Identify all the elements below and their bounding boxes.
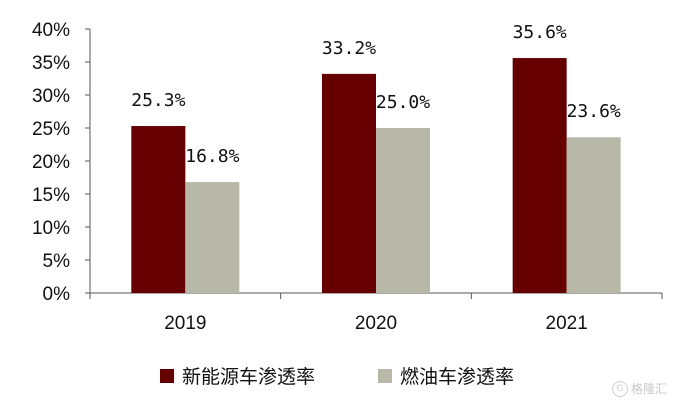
data-label: 25.0%: [376, 92, 430, 113]
bar-fuel-2020: [376, 128, 430, 293]
y-tick-label: 0%: [43, 284, 71, 305]
x-tick-label: 2020: [355, 313, 397, 334]
watermark: G 格隆汇: [611, 380, 667, 397]
y-tick-label: 10%: [32, 218, 70, 239]
y-tick-label: 15%: [32, 185, 70, 206]
x-tick-label: 2021: [546, 313, 588, 334]
data-label: 33.2%: [322, 38, 376, 59]
y-tick-label: 40%: [32, 20, 70, 41]
data-label: 23.6%: [567, 101, 621, 122]
bar-nev-2019: [131, 126, 186, 294]
bar-nev-2020: [322, 73, 376, 293]
legend-swatch: [160, 369, 174, 383]
y-tick-label: 30%: [32, 86, 70, 107]
data-label: 25.3%: [131, 90, 185, 111]
legend-label: 燃油车渗透率: [400, 366, 514, 388]
watermark-text: 格隆汇: [630, 382, 667, 396]
y-tick-label: 5%: [43, 251, 71, 272]
data-label: 35.6%: [513, 22, 567, 43]
data-label: 16.8%: [185, 146, 239, 167]
y-tick-label: 35%: [32, 53, 70, 74]
data-labels: 25.3% 16.8% 33.2% 25.0% 35.6% 23.6%: [131, 22, 621, 167]
y-tick-label: 20%: [32, 152, 70, 173]
x-tick-label: 2019: [164, 313, 206, 334]
bar-fuel-2021: [566, 137, 621, 293]
legend-swatch: [378, 369, 392, 383]
bars: [131, 58, 621, 294]
watermark-logo-icon: G: [611, 380, 628, 397]
bar-fuel-2019: [185, 182, 240, 293]
bar-nev-2021: [512, 58, 567, 293]
legend-label: 新能源车渗透率: [182, 366, 315, 388]
y-axis: 0% 5% 10% 15% 20% 25% 30% 35% 40%: [32, 20, 91, 305]
y-tick-label: 25%: [32, 119, 70, 140]
x-axis: 2019 2020 2021: [89, 292, 663, 334]
legend: 新能源车渗透率 燃油车渗透率: [160, 366, 514, 388]
